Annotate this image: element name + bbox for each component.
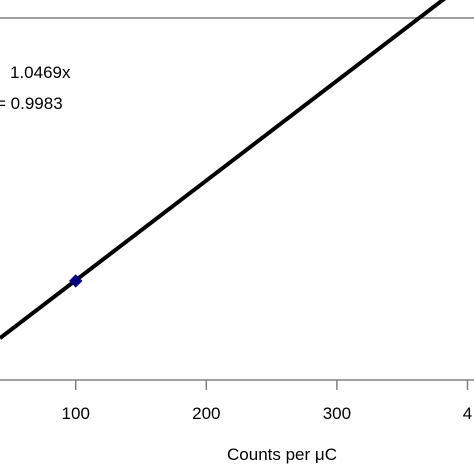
x-tick-label-2: 300 — [323, 404, 351, 423]
x-axis-ticks — [74, 380, 469, 390]
x-axis-title: Counts per μC — [227, 445, 337, 464]
equation-annotation: 1.0469x — [10, 63, 71, 82]
x-tick-label-1: 200 — [192, 404, 220, 423]
data-points — [69, 274, 83, 288]
x-axis-tick-labels: 100 200 300 4 — [62, 404, 473, 423]
r-squared-annotation: = 0.9983 — [0, 94, 63, 113]
plot-area — [0, 17, 474, 381]
x-tick-label-0: 100 — [62, 404, 90, 423]
x-tick-label-3: 4 — [463, 404, 472, 423]
data-point-0 — [69, 274, 83, 288]
